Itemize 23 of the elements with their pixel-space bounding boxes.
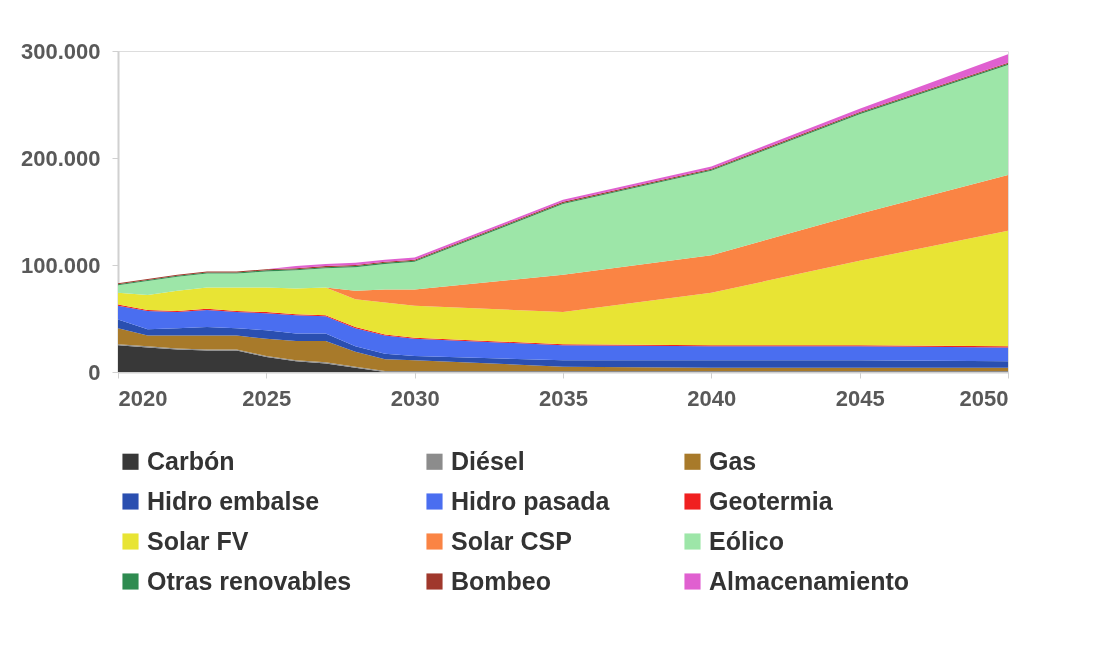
legend-label: Hidro embalse	[147, 486, 320, 515]
legend-label: Bombeo	[451, 566, 551, 595]
y-tick-label: 200.000	[20, 145, 101, 171]
x-tick-label: 2020	[118, 385, 168, 411]
legend-label: Eólico	[709, 526, 785, 555]
y-tick-label: 100.000	[20, 252, 101, 278]
legend-label: Solar CSP	[451, 526, 572, 555]
x-tick-label: 2035	[539, 385, 588, 411]
x-tick-label: 2050	[959, 385, 1009, 411]
x-tick-label: 2045	[835, 385, 885, 411]
x-tick-label: 2025	[242, 385, 292, 411]
legend-label: Carbón	[147, 446, 235, 475]
legend-label: Otras renovables	[147, 566, 352, 595]
legend-label: Geotermia	[709, 486, 834, 515]
y-tick-label: 300.000	[20, 38, 101, 64]
legend-label: Solar FV	[147, 526, 249, 555]
x-tick-label: 2040	[687, 385, 737, 411]
x-tick-label: 2030	[390, 385, 440, 411]
y-tick-label: 0	[88, 359, 101, 385]
legend-label: Almacenamiento	[709, 566, 910, 595]
legend-label: Gas	[709, 446, 757, 475]
legend-label: Diésel	[451, 446, 525, 475]
legend-label: Hidro pasada	[451, 486, 611, 515]
